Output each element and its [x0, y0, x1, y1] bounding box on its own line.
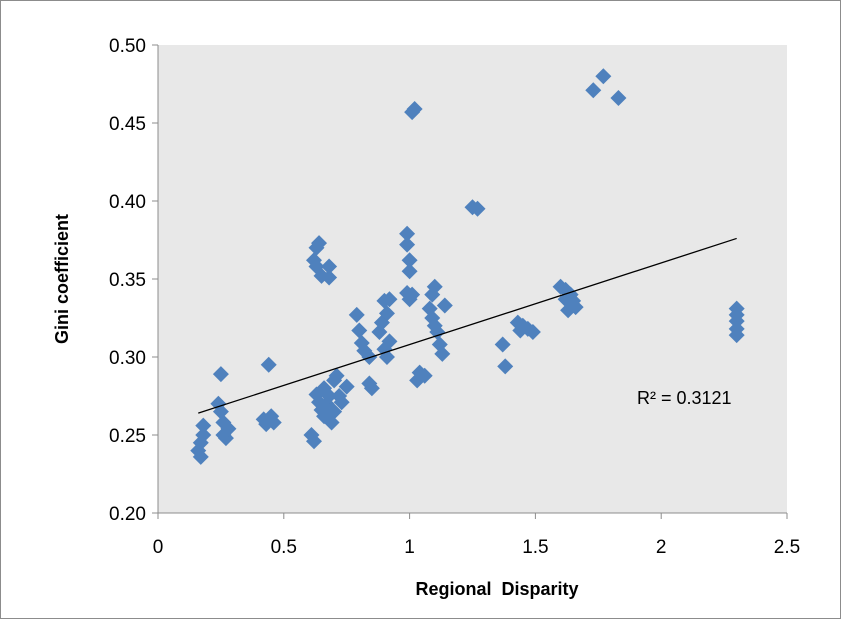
data-point [406, 100, 423, 117]
x-tick-label: 2.5 [774, 537, 800, 558]
x-tick-label: 0.5 [271, 537, 297, 558]
data-point [265, 414, 282, 431]
data-point [363, 380, 380, 397]
data-point [429, 324, 446, 341]
data-point [351, 322, 368, 339]
x-tick-label: 0 [153, 537, 164, 558]
data-point [399, 236, 416, 253]
data-point [381, 291, 398, 308]
data-point [595, 68, 612, 85]
trendline [198, 237, 737, 414]
y-tick-label: 0.25 [109, 426, 146, 447]
data-point [348, 306, 365, 323]
plot-area [158, 45, 787, 513]
y-tick-label: 0.30 [109, 348, 146, 369]
data-point [326, 403, 343, 420]
data-point [434, 345, 451, 362]
data-point [728, 327, 745, 344]
y-tick-label: 0.45 [109, 114, 146, 135]
data-point [192, 448, 209, 465]
data-point [585, 82, 602, 99]
data-point [260, 356, 277, 373]
data-point [469, 200, 486, 217]
data-point [338, 378, 355, 395]
y-tick-label: 0.35 [109, 270, 146, 291]
data-point [195, 417, 212, 434]
data-point [321, 269, 338, 286]
data-point [436, 297, 453, 314]
y-tick-label: 0.40 [109, 192, 146, 213]
data-point [220, 420, 237, 437]
data-point [416, 367, 433, 384]
data-point [524, 324, 541, 341]
x-tick-label: 2 [656, 537, 667, 558]
x-tick-label: 1 [404, 537, 415, 558]
data-point [497, 358, 514, 375]
data-point [567, 299, 584, 316]
data-point [381, 333, 398, 350]
r-squared-annotation: R² = 0.3121 [637, 388, 732, 408]
data-points [190, 68, 745, 465]
y-tick-label: 0.20 [109, 504, 146, 525]
data-point [401, 263, 418, 280]
data-point [333, 394, 350, 411]
y-tick-label: 0.50 [109, 36, 146, 57]
data-point [401, 252, 418, 269]
y-axis-title: Gini coefficient [52, 214, 72, 344]
data-point [328, 367, 345, 384]
data-point [305, 433, 322, 450]
data-point [311, 235, 328, 252]
data-point [378, 305, 395, 322]
data-point [494, 336, 511, 353]
data-point [321, 388, 338, 404]
x-axis-title: Regional Disparity [415, 579, 578, 599]
y-axis-ticks: 0.20 0.25 0.30 0.35 0.40 0.45 0.50 [109, 36, 158, 525]
x-axis-ticks: 0 0.5 1 1.5 2 2.5 [153, 513, 800, 558]
data-point [610, 90, 627, 107]
data-point [426, 278, 443, 295]
data-point [195, 427, 212, 443]
data-point [321, 258, 338, 275]
data-point [404, 286, 421, 303]
data-point [212, 366, 229, 383]
data-point [399, 225, 416, 242]
x-tick-label: 1.5 [522, 537, 548, 558]
data-point [323, 414, 340, 431]
